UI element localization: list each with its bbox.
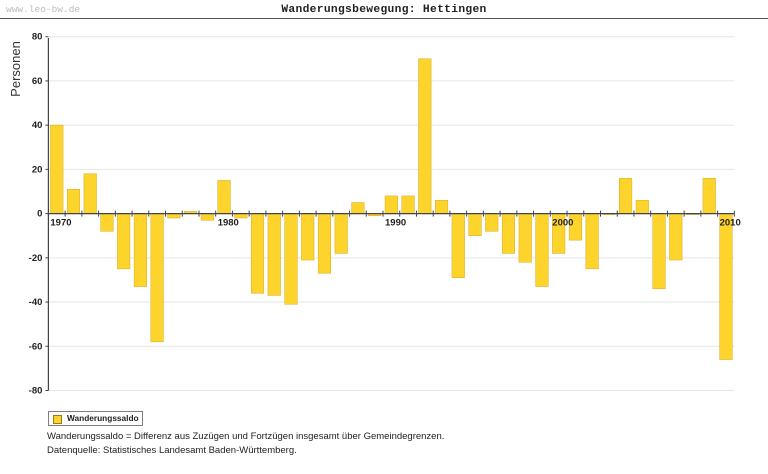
- svg-text:20: 20: [32, 164, 43, 175]
- svg-text:-80: -80: [29, 386, 43, 397]
- svg-text:-20: -20: [29, 253, 43, 264]
- svg-text:1990: 1990: [385, 218, 406, 229]
- svg-text:-40: -40: [29, 297, 43, 308]
- svg-text:40: 40: [32, 120, 43, 131]
- svg-text:1980: 1980: [218, 218, 239, 229]
- svg-text:1970: 1970: [50, 218, 71, 229]
- svg-text:2000: 2000: [552, 218, 573, 229]
- svg-text:2010: 2010: [720, 218, 741, 229]
- svg-text:80: 80: [32, 32, 43, 43]
- svg-text:0: 0: [37, 209, 42, 220]
- svg-text:60: 60: [32, 76, 43, 87]
- svg-text:-60: -60: [29, 341, 43, 352]
